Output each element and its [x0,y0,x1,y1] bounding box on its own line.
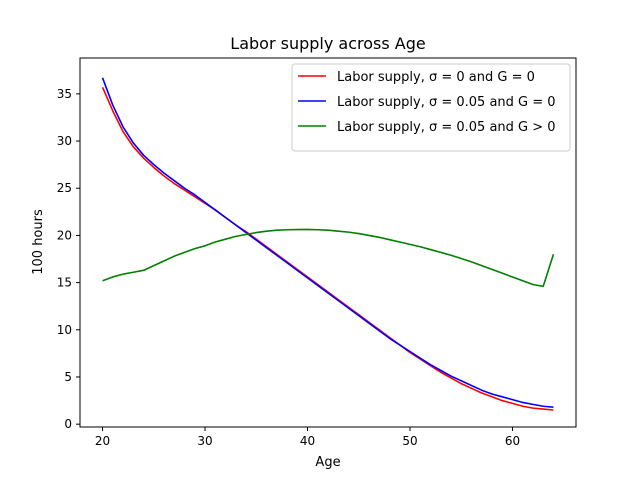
chart-title: Labor supply across Age [230,34,425,53]
y-tick-label: 5 [64,370,72,384]
y-tick-label: 15 [57,276,72,290]
plot-frame [79,57,577,428]
plot-area [101,77,555,411]
x-tick-label: 60 [505,434,520,448]
legend-box [291,63,571,152]
x-tick-label: 30 [197,434,212,448]
y-axis: 0 5 10 15 20 25 30 35 [57,87,80,431]
y-tick-label: 0 [64,417,72,431]
legend-entry: Labor supply, σ = 0.05 and G = 0 [337,95,556,110]
series-line-3 [102,228,555,288]
x-tick-label: 40 [300,434,315,448]
x-axis: 20 30 40 50 60 [95,427,520,448]
series-line-2 [101,77,554,408]
y-tick-label: 30 [57,134,72,148]
x-tick-label: 20 [95,434,110,448]
legend: Labor supply, σ = 0 and G = 0 Labor suppl… [291,63,571,152]
legend-entry: Labor supply, σ = 0 and G = 0 [337,70,535,85]
x-axis-label: Age [315,455,340,470]
y-tick-label: 10 [57,323,72,337]
y-axis-label: 100 hours [31,209,46,275]
y-tick-label: 20 [57,228,72,242]
y-tick-label: 25 [57,181,72,195]
legend-entry: Labor supply, σ = 0.05 and G > 0 [337,120,556,135]
x-tick-label: 50 [402,434,417,448]
y-tick-label: 35 [57,87,72,101]
